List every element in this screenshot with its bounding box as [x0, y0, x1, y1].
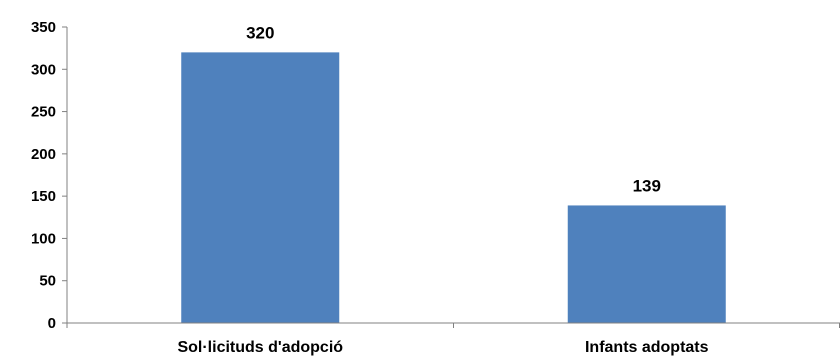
bar-2	[567, 205, 726, 323]
y-tick-label: 50	[39, 273, 56, 290]
bar-1	[181, 52, 340, 323]
y-tick-label: 100	[31, 230, 56, 247]
bars	[181, 52, 726, 323]
y-tick-label: 0	[48, 315, 56, 332]
y-tick-label: 350	[31, 19, 56, 36]
category-label-1: Sol·licituds d'adopció	[177, 339, 343, 356]
y-tick-label: 300	[31, 61, 56, 78]
y-tick-label: 200	[31, 146, 56, 163]
data-label-1: 320	[246, 23, 274, 42]
y-axis-ticks: 0 50 100 150 200 250 300 350	[31, 19, 67, 332]
data-labels: 320 139	[246, 23, 661, 195]
category-labels: Sol·licituds d'adopció Infants adoptats	[177, 339, 708, 356]
y-tick-label: 250	[31, 104, 56, 121]
y-tick-label: 150	[31, 188, 56, 205]
data-label-2: 139	[633, 176, 661, 195]
x-axis-ticks	[66, 323, 840, 328]
category-label-2: Infants adoptats	[585, 339, 709, 356]
